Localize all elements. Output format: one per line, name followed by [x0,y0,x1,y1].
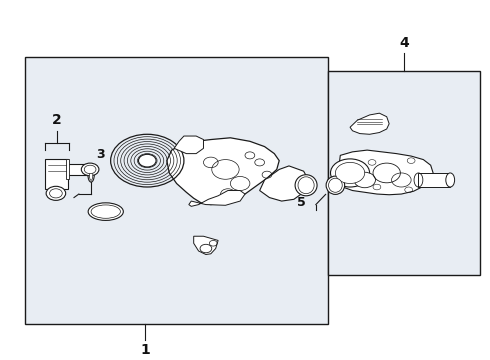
Polygon shape [338,150,433,195]
Ellipse shape [91,205,121,218]
Ellipse shape [88,203,123,220]
Polygon shape [350,113,389,134]
Text: 2: 2 [52,113,62,127]
Circle shape [49,189,62,198]
Polygon shape [194,236,218,255]
Text: 1: 1 [140,343,150,357]
Ellipse shape [326,176,344,194]
Circle shape [46,186,66,201]
Bar [66,159,69,179]
Ellipse shape [298,177,314,194]
Polygon shape [260,166,309,201]
Bar [418,173,450,187]
Polygon shape [189,190,245,206]
Ellipse shape [295,175,317,196]
Ellipse shape [446,173,455,187]
Circle shape [81,163,99,176]
Text: 3: 3 [96,148,104,161]
Polygon shape [174,136,203,154]
Circle shape [200,244,212,253]
Text: 5: 5 [297,196,306,209]
Ellipse shape [88,167,94,182]
Ellipse shape [89,169,93,180]
Bar [45,159,68,189]
Polygon shape [167,138,279,204]
Circle shape [335,162,365,184]
Circle shape [84,165,96,174]
Text: 4: 4 [399,36,409,50]
Ellipse shape [329,178,342,192]
Bar [25,57,328,324]
Circle shape [139,154,156,167]
Bar [328,71,480,275]
Bar [67,164,90,175]
Circle shape [331,159,369,187]
Circle shape [354,172,375,188]
